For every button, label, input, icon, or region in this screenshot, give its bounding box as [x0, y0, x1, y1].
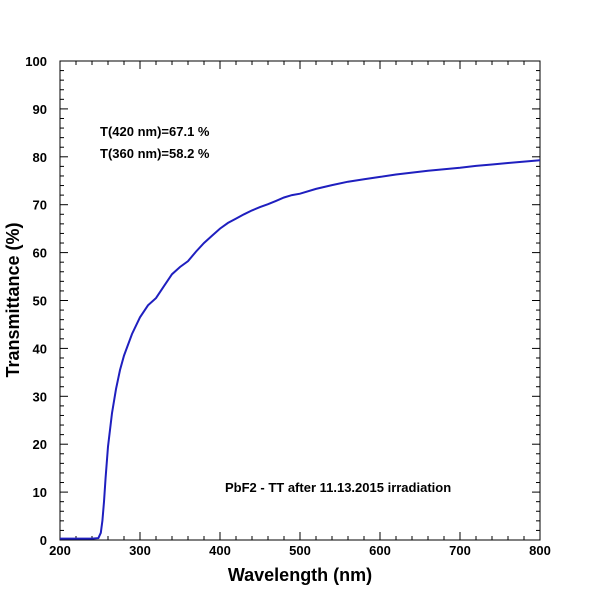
- y-tick-label: 30: [33, 389, 47, 404]
- y-tick-label: 40: [33, 341, 47, 356]
- x-axis-title: Wavelength (nm): [228, 565, 372, 585]
- y-tick-label: 80: [33, 150, 47, 165]
- y-tick-label: 100: [25, 54, 47, 69]
- x-tick-label: 200: [49, 543, 71, 558]
- y-tick-label: 60: [33, 246, 47, 261]
- x-tick-label: 800: [529, 543, 551, 558]
- annotation-t360: T(360 nm)=58.2 %: [100, 146, 210, 161]
- y-tick-label: 0: [40, 533, 47, 548]
- y-axis-title: Transmittance (%): [3, 222, 23, 377]
- annotation-sample-label: PbF2 - TT after 11.13.2015 irradiation: [225, 480, 451, 495]
- x-tick-label: 600: [369, 543, 391, 558]
- x-tick-labels: 200 300 400 500 600 700 800: [49, 543, 551, 558]
- x-tick-label: 500: [289, 543, 311, 558]
- y-tick-label: 90: [33, 102, 47, 117]
- x-tick-label: 400: [209, 543, 231, 558]
- y-tick-labels: 0 10 20 30 40 50 60 70 80 90 100: [25, 54, 47, 548]
- y-tick-label: 50: [33, 294, 47, 309]
- x-tick-label: 300: [129, 543, 151, 558]
- y-tick-label: 70: [33, 198, 47, 213]
- annotation-t420: T(420 nm)=67.1 %: [100, 124, 210, 139]
- x-tick-label: 700: [449, 543, 471, 558]
- y-tick-label: 10: [33, 485, 47, 500]
- y-tick-label: 20: [33, 437, 47, 452]
- series-line: [60, 159, 541, 540]
- axis-ticks: [59, 60, 541, 541]
